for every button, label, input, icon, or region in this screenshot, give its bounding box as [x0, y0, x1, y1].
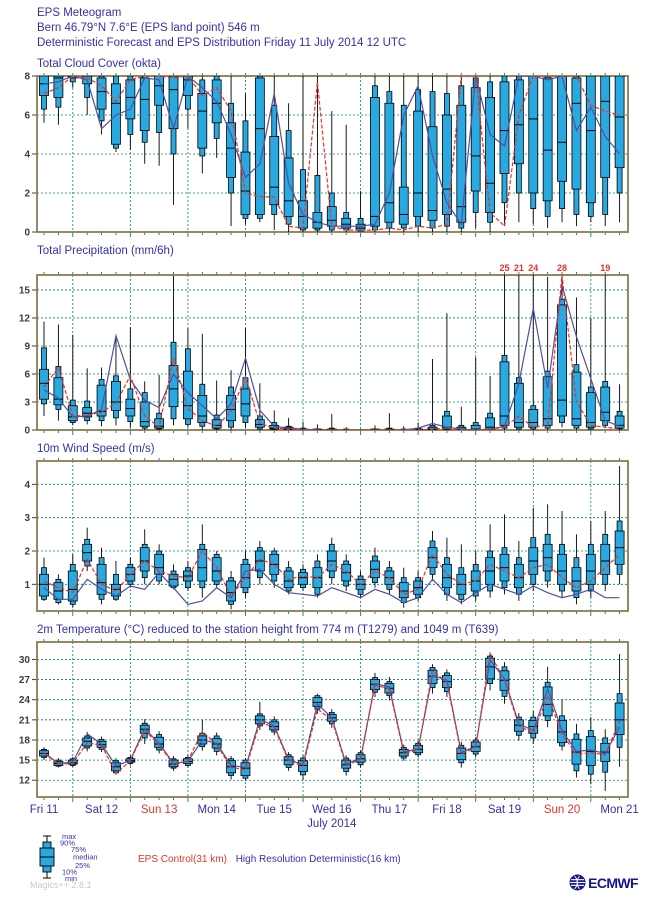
- box-whisker-group: [39, 76, 625, 232]
- percentile-label: 90%: [60, 839, 75, 848]
- svg-text:15: 15: [19, 756, 31, 767]
- ecmwf-globe-icon: [569, 874, 586, 891]
- svg-text:8: 8: [24, 72, 30, 83]
- svg-text:2: 2: [24, 547, 30, 558]
- y-axis: 1 2 3 4: [24, 480, 37, 591]
- eps-control-label: EPS Control(31 km): [138, 854, 227, 865]
- legend: max 90% 75% median 25% 10% min EPS Control(31 …: [0, 830, 646, 906]
- eps-control-line: [43, 76, 620, 231]
- wind-speed-chart: 1 2 3 4: [24, 458, 629, 616]
- station-subtitle: Bern 46.79°N 7.6°E (EPS land point) 546 …: [37, 22, 260, 34]
- plot-border: [36, 75, 629, 233]
- svg-text:Sat 19: Sat 19: [488, 804, 521, 816]
- y-axis: 0 2 4 6 8: [24, 72, 37, 238]
- legend-line-labels: EPS Control(31 km) High Resolution Deter…: [138, 854, 401, 865]
- percentile-label: min: [65, 874, 77, 883]
- svg-text:Mon 21: Mon 21: [600, 804, 638, 816]
- svg-text:Sun 20: Sun 20: [544, 804, 580, 816]
- svg-text:12: 12: [19, 313, 31, 324]
- percentile-label: max: [62, 832, 76, 841]
- hres-deterministic-line: [43, 285, 620, 430]
- hres-deterministic-label: High Resolution Deterministic(16 km): [235, 854, 401, 865]
- svg-text:2: 2: [24, 189, 30, 200]
- eps-control-line: [43, 651, 621, 775]
- y-axis: 12 15 18 21 24 27 30: [19, 655, 37, 787]
- cloud-cover-chart: 0 2 4 6 8: [24, 72, 629, 238]
- precipitation-title: Total Precipitation (mm/6h): [37, 245, 174, 257]
- exceed-value-label: 21: [514, 263, 524, 273]
- eps-control-line: [43, 549, 621, 598]
- svg-text:3: 3: [24, 397, 30, 408]
- magics-version: Magics++ 2.8.1: [30, 880, 92, 890]
- percentile-label: 10%: [62, 868, 77, 877]
- plot-border: [36, 460, 629, 612]
- svg-text:12: 12: [19, 776, 31, 787]
- plot-border: [36, 641, 629, 798]
- svg-text:9: 9: [24, 341, 30, 352]
- svg-text:0: 0: [24, 426, 30, 437]
- svg-text:30: 30: [19, 655, 31, 666]
- svg-text:27: 27: [19, 675, 31, 686]
- svg-text:6: 6: [24, 369, 30, 380]
- header: EPS Meteogram Bern 46.79°N 7.6°E (EPS la…: [0, 0, 646, 51]
- svg-text:Fri 11: Fri 11: [30, 804, 59, 816]
- svg-text:4: 4: [24, 150, 30, 161]
- svg-text:3: 3: [24, 513, 30, 524]
- forecast-subtitle: Deterministic Forecast and EPS Distribut…: [37, 37, 407, 49]
- box-whisker-group: [39, 275, 625, 430]
- page-title: EPS Meteogram: [37, 7, 122, 19]
- svg-text:21: 21: [19, 715, 31, 726]
- svg-text:Thu 17: Thu 17: [371, 804, 407, 816]
- svg-text:Wed 16: Wed 16: [312, 804, 351, 816]
- exceed-value-label: 24: [528, 263, 538, 273]
- wind-speed-title: 10m Wind Speed (m/s): [37, 443, 155, 455]
- exceed-value-label: 19: [600, 263, 610, 273]
- svg-text:18: 18: [19, 735, 31, 746]
- svg-text:15: 15: [19, 285, 31, 296]
- svg-text:Fri 18: Fri 18: [432, 804, 461, 816]
- y-axis: 0 3 6 9 12 15: [19, 285, 37, 436]
- temperature-title: 2m Temperature (°C) reduced to the stati…: [37, 624, 499, 636]
- month-label: July 2014: [307, 818, 357, 830]
- ecmwf-logo: ECMWF: [569, 874, 639, 891]
- eps-control-line: [43, 275, 620, 430]
- exceed-value-label: 28: [557, 263, 567, 273]
- day-labels: Fri 11 Sat 12 Sun 13 Mon 14 Tue 15 Wed 16 Thu …: [30, 804, 639, 830]
- svg-text:Sun 13: Sun 13: [141, 804, 177, 816]
- svg-text:24: 24: [19, 695, 31, 706]
- precipitation-chart: 0 3 6 9 12 15 25 21 24 28 19: [19, 263, 629, 436]
- svg-text:Sat 12: Sat 12: [85, 804, 118, 816]
- cloud-cover-title: Total Cloud Cover (okta): [37, 58, 161, 70]
- svg-text:0: 0: [24, 228, 30, 239]
- exceed-value-label: 25: [499, 263, 509, 273]
- percentile-label: 25%: [75, 861, 90, 870]
- ecmwf-logo-text: ECMWF: [588, 874, 638, 891]
- svg-text:Mon 14: Mon 14: [198, 804, 237, 816]
- hres-deterministic-line: [43, 568, 620, 605]
- svg-text:1: 1: [24, 580, 30, 591]
- hres-deterministic-line: [43, 658, 621, 769]
- svg-text:6: 6: [24, 111, 30, 122]
- svg-text:Tue 15: Tue 15: [257, 804, 292, 816]
- svg-text:4: 4: [24, 480, 30, 491]
- percentile-label: median: [73, 853, 98, 862]
- temperature-chart: 12 15 18 21 24 27 30 Fri 11 Sat 12 Sun 13 Mon 14 Tu…: [19, 639, 639, 830]
- percentile-label: 75%: [71, 845, 86, 854]
